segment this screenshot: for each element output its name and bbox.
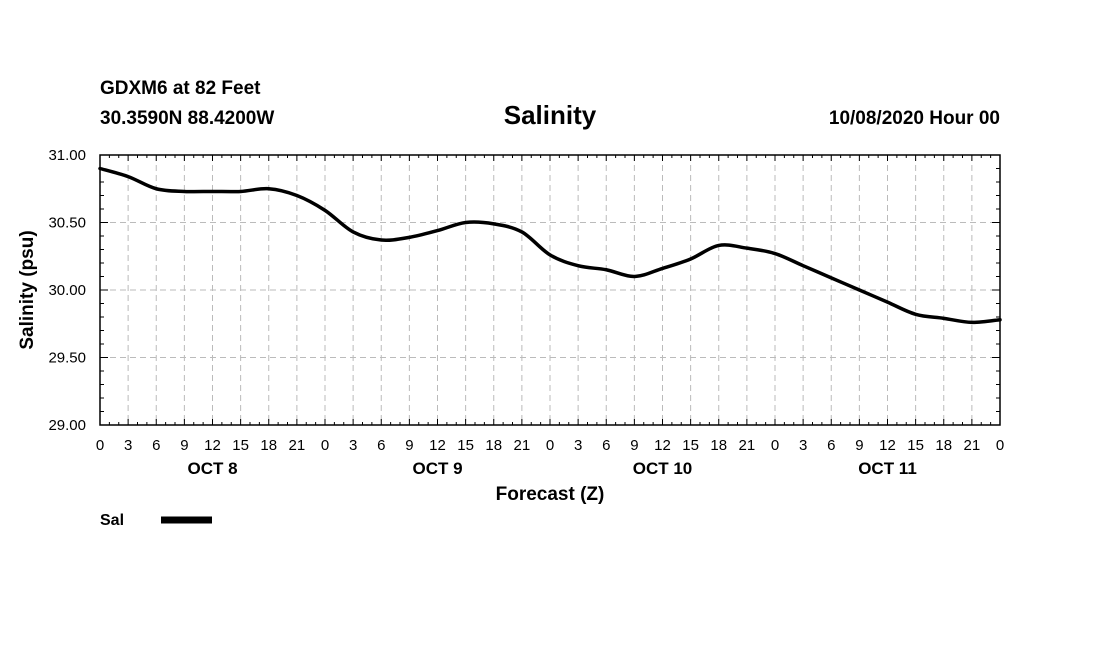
- x-tick-label: 18: [710, 437, 727, 454]
- x-tick-label: 9: [855, 437, 863, 454]
- x-tick-label: 9: [405, 437, 413, 454]
- x-tick-label: 15: [907, 437, 924, 454]
- chart-title: Salinity: [504, 100, 597, 130]
- x-tick-label: 0: [546, 437, 554, 454]
- series-line-sal: [98, 166, 1002, 325]
- x-tick-label: 0: [771, 437, 779, 454]
- x-tick-label: 21: [514, 437, 531, 454]
- x-tick-label: 18: [260, 437, 277, 454]
- x-tick-label: 3: [574, 437, 582, 454]
- datetime-label: 10/08/2020 Hour 00: [829, 108, 1000, 129]
- x-tick-label: 6: [827, 437, 835, 454]
- y-axis-label: Salinity (psu): [17, 230, 38, 349]
- legend-label-sal: Sal: [100, 512, 124, 529]
- x-tick-label: 9: [630, 437, 638, 454]
- day-label: OCT 9: [412, 459, 462, 478]
- x-tick-label: 6: [377, 437, 385, 454]
- day-labels: OCT 8 OCT 9 OCT 10 OCT 11: [187, 459, 916, 478]
- x-tick-label: 12: [204, 437, 221, 454]
- day-label: OCT 11: [858, 459, 917, 478]
- x-tick-label: 12: [429, 437, 446, 454]
- x-axis-label: Forecast (Z): [496, 484, 605, 505]
- x-tick-label: 12: [654, 437, 671, 454]
- y-tick-label: 31.00: [48, 147, 86, 164]
- x-tick-label: 0: [996, 437, 1004, 454]
- x-tick-labels: 0 3 6 9 12 15 18 21 0 3 6 9 12 15 18 21 0 3 6 9 12 15 18 21 0 3 6 9…: [96, 437, 1004, 454]
- y-tick-label: 29.00: [48, 417, 86, 434]
- x-tick-label: 3: [349, 437, 357, 454]
- x-tick-label: 21: [289, 437, 306, 454]
- legend: Sal: [100, 512, 212, 529]
- y-tick-label: 29.50: [48, 350, 86, 367]
- x-tick-label: 9: [180, 437, 188, 454]
- x-tick-label: 15: [682, 437, 699, 454]
- axis-ticks: [99, 154, 1001, 426]
- x-tick-label: 21: [964, 437, 981, 454]
- x-tick-label: 21: [739, 437, 756, 454]
- x-tick-label: 15: [232, 437, 249, 454]
- y-tick-label: 30.00: [48, 282, 86, 299]
- day-label: OCT 8: [187, 459, 237, 478]
- x-tick-label: 0: [321, 437, 329, 454]
- coordinates-label: 30.3590N 88.4200W: [100, 108, 274, 129]
- x-tick-label: 3: [799, 437, 807, 454]
- x-tick-label: 18: [935, 437, 952, 454]
- x-tick-label: 3: [124, 437, 132, 454]
- x-tick-label: 12: [879, 437, 896, 454]
- gridlines: [100, 155, 1000, 425]
- y-tick-label: 30.50: [48, 215, 86, 232]
- x-tick-label: 6: [152, 437, 160, 454]
- x-tick-label: 6: [602, 437, 610, 454]
- station-label: GDXM6 at 82 Feet: [100, 78, 261, 99]
- day-label: OCT 10: [633, 459, 693, 478]
- x-tick-label: 0: [96, 437, 104, 454]
- y-tick-labels: 29.00 29.50 30.00 30.50 31.00: [48, 147, 86, 434]
- x-tick-label: 18: [485, 437, 502, 454]
- x-tick-label: 15: [457, 437, 474, 454]
